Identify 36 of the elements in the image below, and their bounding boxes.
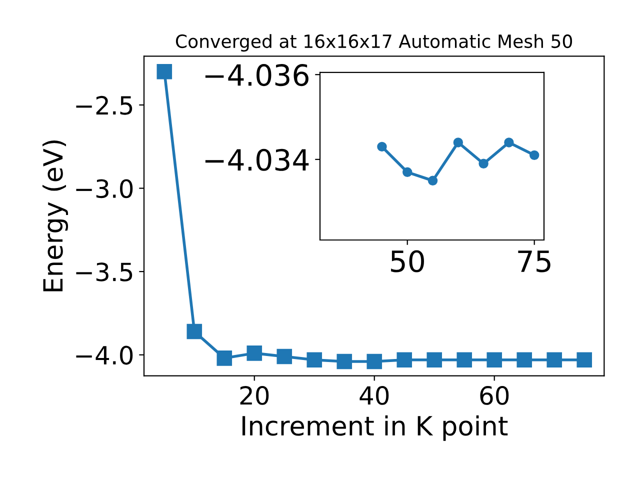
y-tick-label: −4.0 bbox=[76, 346, 133, 365]
point bbox=[576, 352, 592, 368]
y-tick-label: −2.5 bbox=[76, 96, 132, 115]
point bbox=[156, 64, 172, 80]
point bbox=[216, 350, 232, 366]
point bbox=[306, 352, 322, 368]
point bbox=[504, 138, 514, 148]
x-tick-label: 75 bbox=[518, 250, 550, 272]
chart-title: Converged at 16x16x17 Automatic Mesh 50 bbox=[176, 34, 572, 52]
x-tick-label: 40 bbox=[360, 386, 389, 405]
point bbox=[546, 352, 562, 368]
point bbox=[426, 352, 442, 368]
x-tick-label: 20 bbox=[240, 386, 269, 405]
y-tick-label: −3.5 bbox=[76, 262, 132, 282]
point bbox=[529, 150, 540, 160]
point bbox=[366, 354, 382, 370]
y-axis-title: Energy (eV) bbox=[42, 140, 68, 292]
y-tick-label: −4.034 bbox=[205, 148, 309, 171]
point bbox=[276, 348, 292, 364]
point bbox=[478, 158, 488, 169]
point bbox=[428, 176, 438, 186]
y-tick-label: −3.0 bbox=[76, 179, 133, 198]
point bbox=[336, 354, 352, 370]
point bbox=[486, 352, 502, 368]
x-tick-label: 50 bbox=[391, 250, 424, 272]
point bbox=[516, 352, 532, 368]
point bbox=[402, 167, 412, 178]
point bbox=[456, 352, 472, 368]
point bbox=[396, 352, 412, 368]
point bbox=[186, 324, 202, 340]
y-tick-label: −4.036 bbox=[205, 64, 308, 86]
x-axis-title: Increment in K point bbox=[242, 415, 508, 441]
point bbox=[377, 142, 387, 152]
point bbox=[453, 138, 464, 148]
x-tick-label: 60 bbox=[480, 386, 509, 405]
point bbox=[246, 346, 262, 361]
